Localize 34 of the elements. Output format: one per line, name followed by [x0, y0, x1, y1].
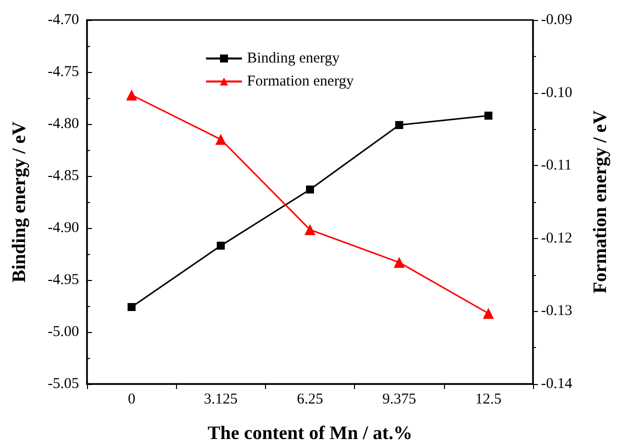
x-tick-label: 12.5 — [475, 392, 502, 408]
point — [395, 121, 404, 130]
y-axis-title: Binding energy / eV — [9, 121, 30, 282]
y2-tick-label: -0.14 — [541, 376, 573, 392]
y2-tick-label: -0.13 — [541, 303, 572, 320]
point — [394, 256, 405, 268]
point — [216, 242, 225, 250]
y-tick-label: -4.90 — [48, 220, 79, 236]
x-tick-label: 6.25 — [296, 392, 324, 408]
point — [128, 303, 136, 312]
legend-label: Formation energy — [247, 74, 354, 90]
y-tick-label: -4.75 — [48, 64, 79, 80]
point — [304, 224, 316, 236]
x-tick-label: 0 — [128, 392, 136, 408]
y2-tick-label: -0.10 — [541, 84, 572, 101]
y2-axis-title: Formation energy / eV — [590, 110, 611, 294]
point — [215, 134, 226, 145]
point — [482, 308, 494, 319]
point — [484, 112, 492, 120]
y-tick-label: -4.80 — [48, 116, 79, 132]
y-tick-label: -5.00 — [48, 324, 79, 340]
point — [126, 89, 138, 100]
y2-tick-label: -0.12 — [541, 230, 572, 246]
y2-tick-label: -0.09 — [541, 12, 572, 28]
x-axis-title: The content of Mn / at.% — [208, 423, 412, 444]
legend-label: Binding energy — [247, 50, 340, 66]
y2-tick-label: -0.11 — [541, 158, 572, 174]
y-tick-label: -5.05 — [48, 376, 79, 392]
y-tick-label: -4.85 — [48, 168, 79, 184]
point — [306, 186, 314, 194]
x-tick-label: 3.125 — [204, 392, 238, 408]
y-tick-label: -4.95 — [48, 272, 79, 288]
y-tick-label: -4.70 — [48, 12, 79, 28]
x-tick-label: 9.375 — [382, 392, 416, 408]
